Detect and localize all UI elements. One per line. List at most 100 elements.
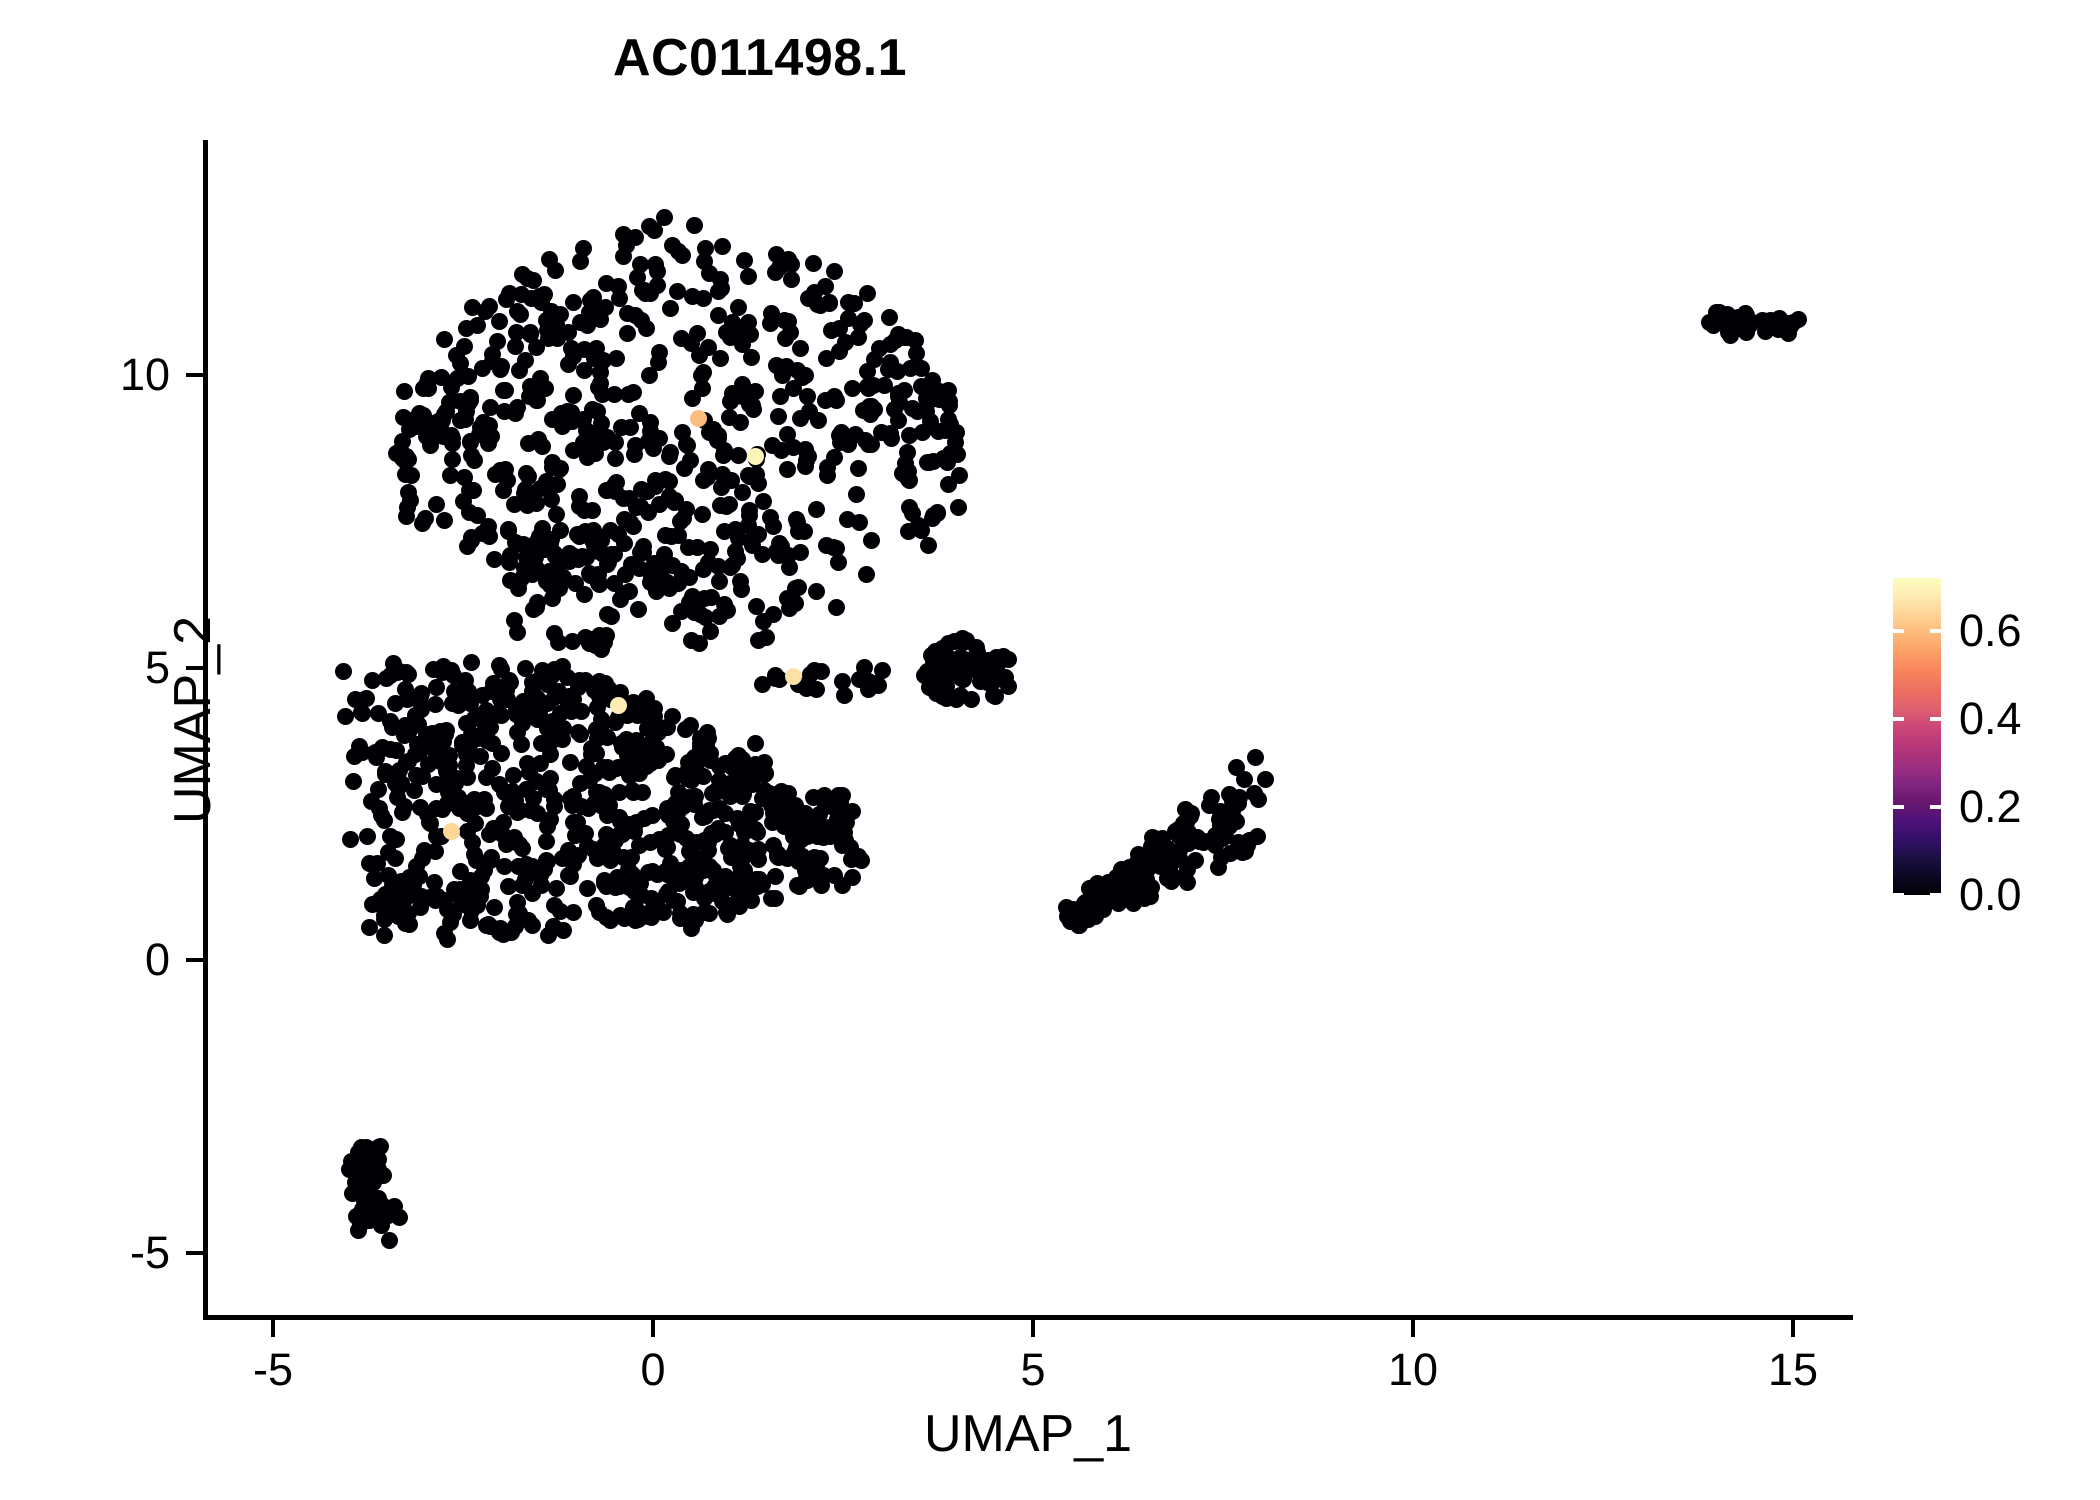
scatter-point <box>412 888 430 906</box>
scatter-point <box>345 1162 363 1180</box>
scatter-point <box>836 687 854 705</box>
scatter-point <box>361 1200 379 1218</box>
scatter-point <box>768 848 786 866</box>
scatter-point <box>717 823 735 841</box>
scatter-point <box>404 877 422 895</box>
scatter-point <box>776 311 794 329</box>
scatter-point <box>861 398 878 416</box>
scatter-point <box>671 798 689 816</box>
scatter-point <box>650 430 668 448</box>
scatter-point <box>462 529 480 547</box>
x-tick-mark <box>1791 1320 1795 1337</box>
scatter-point <box>421 430 439 448</box>
scatter-point <box>696 253 714 271</box>
scatter-point <box>800 447 818 465</box>
scatter-point <box>773 783 791 801</box>
scatter-point <box>522 326 540 344</box>
scatter-point <box>564 796 582 814</box>
scatter-point <box>732 858 750 876</box>
scatter-point <box>348 1207 366 1225</box>
scatter-point <box>516 480 534 498</box>
scatter-point <box>688 599 706 617</box>
scatter-point <box>426 696 444 714</box>
scatter-point <box>1079 910 1097 928</box>
scatter-point <box>772 360 790 378</box>
scatter-point <box>626 870 644 888</box>
scatter-point <box>790 877 808 895</box>
scatter-point <box>789 852 807 870</box>
scatter-point <box>442 467 460 485</box>
scatter-point <box>1097 894 1115 912</box>
scatter-point <box>1229 834 1247 852</box>
scatter-point <box>481 852 499 870</box>
scatter-point <box>590 576 608 594</box>
scatter-point <box>585 288 603 306</box>
scatter-point <box>895 382 913 400</box>
scatter-point <box>518 270 536 288</box>
scatter-point <box>673 246 691 264</box>
scatter-point <box>1081 879 1099 897</box>
scatter-point <box>542 478 560 496</box>
scatter-point <box>449 697 467 715</box>
scatter-point <box>482 707 500 725</box>
scatter-point <box>366 869 384 887</box>
scatter-point <box>741 395 759 413</box>
scatter-point <box>481 719 499 737</box>
scatter-point <box>521 377 539 395</box>
scatter-point <box>1781 318 1799 336</box>
scatter-point <box>1153 830 1171 848</box>
scatter-point <box>628 732 646 750</box>
scatter-point <box>492 690 510 708</box>
scatter-point <box>441 913 459 931</box>
scatter-point <box>919 662 937 680</box>
scatter-point <box>985 672 1003 690</box>
scatter-point <box>375 1166 393 1184</box>
scatter-point <box>481 918 499 936</box>
scatter-point <box>538 694 556 712</box>
scatter-point <box>571 487 589 505</box>
scatter-point <box>598 606 616 624</box>
scatter-point <box>545 545 563 563</box>
scatter-point <box>399 690 417 708</box>
scatter-point <box>639 864 657 882</box>
scatter-point <box>1059 908 1077 926</box>
scatter-point <box>859 681 877 699</box>
scatter-point <box>626 823 644 841</box>
scatter-point <box>909 403 927 421</box>
scatter-point <box>379 1207 397 1225</box>
scatter-point <box>656 209 674 227</box>
scatter-point <box>611 591 629 609</box>
scatter-point <box>904 505 922 523</box>
scatter-point <box>537 311 555 329</box>
scatter-point <box>963 658 981 676</box>
scatter-point <box>375 911 393 929</box>
scatter-point <box>961 657 979 675</box>
scatter-point <box>524 488 542 506</box>
scatter-point <box>930 390 948 408</box>
scatter-point <box>593 529 611 547</box>
scatter-point <box>605 546 623 564</box>
scatter-point <box>608 349 626 367</box>
y-axis-title: UMAP_2 <box>164 615 222 825</box>
scatter-point <box>546 317 564 335</box>
scatter-point <box>780 798 798 816</box>
scatter-point <box>695 412 713 430</box>
scatter-point <box>482 399 500 417</box>
scatter-point <box>613 735 631 753</box>
scatter-point <box>425 741 443 759</box>
scatter-point <box>788 511 806 529</box>
scatter-point <box>718 498 736 516</box>
scatter-point <box>435 405 453 423</box>
scatter-point <box>390 1208 408 1226</box>
scatter-point <box>742 349 760 367</box>
scatter-point <box>846 425 864 443</box>
scatter-point <box>400 420 418 438</box>
scatter-point <box>767 245 785 263</box>
scatter-point <box>945 633 963 651</box>
scatter-point <box>589 729 607 747</box>
scatter-point <box>686 216 704 234</box>
scatter-point <box>789 362 807 380</box>
scatter-point <box>789 876 807 894</box>
scatter-point <box>597 674 615 692</box>
scatter-point <box>437 725 455 743</box>
